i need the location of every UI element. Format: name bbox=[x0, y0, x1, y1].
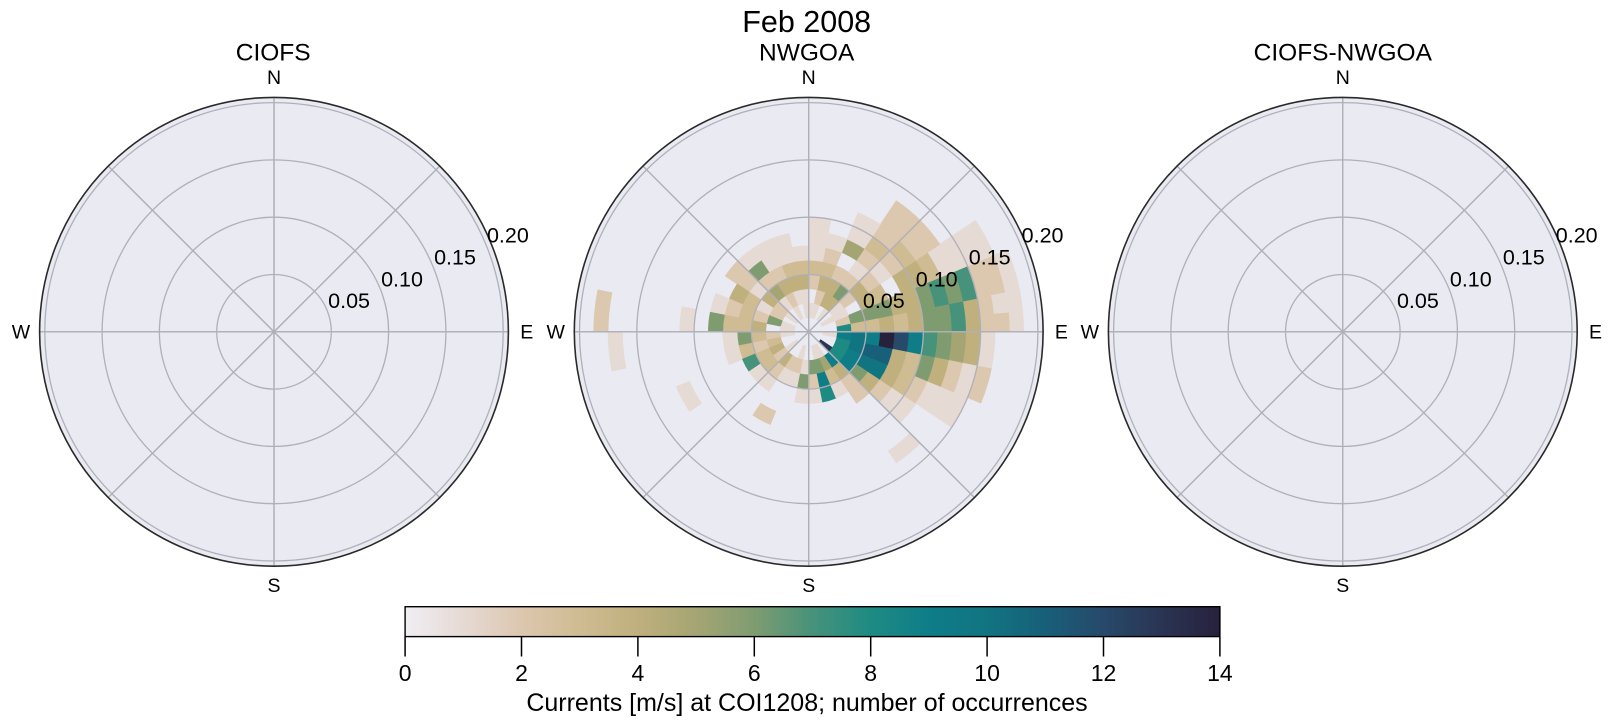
svg-text:0.20: 0.20 bbox=[1022, 223, 1064, 247]
svg-text:0: 0 bbox=[399, 660, 412, 686]
svg-text:0.05: 0.05 bbox=[863, 289, 905, 313]
svg-text:N: N bbox=[802, 67, 816, 89]
svg-text:0.05: 0.05 bbox=[328, 289, 370, 313]
svg-text:Feb 2008: Feb 2008 bbox=[742, 5, 871, 39]
svg-text:E: E bbox=[520, 322, 533, 344]
svg-text:E: E bbox=[1589, 322, 1602, 344]
svg-text:0.05: 0.05 bbox=[1397, 289, 1439, 313]
svg-text:0.10: 0.10 bbox=[1450, 267, 1492, 291]
svg-text:CIOFS: CIOFS bbox=[236, 40, 311, 67]
svg-text:Currents [m/s] at COI1208; num: Currents [m/s] at COI1208; number of occ… bbox=[526, 689, 1087, 717]
svg-text:NWGOA: NWGOA bbox=[759, 40, 855, 67]
svg-text:14: 14 bbox=[1207, 660, 1233, 686]
svg-text:W: W bbox=[546, 322, 565, 344]
svg-text:10: 10 bbox=[974, 660, 1000, 686]
svg-text:N: N bbox=[1336, 67, 1350, 89]
svg-text:8: 8 bbox=[864, 660, 877, 686]
svg-text:4: 4 bbox=[632, 660, 645, 686]
svg-text:0.15: 0.15 bbox=[969, 245, 1011, 269]
svg-text:0.10: 0.10 bbox=[381, 267, 423, 291]
svg-text:W: W bbox=[12, 322, 31, 344]
svg-text:0.20: 0.20 bbox=[1556, 223, 1598, 247]
svg-text:S: S bbox=[802, 575, 815, 597]
svg-text:0.20: 0.20 bbox=[487, 223, 529, 247]
svg-text:S: S bbox=[267, 575, 280, 597]
svg-text:N: N bbox=[267, 67, 281, 89]
svg-text:0.15: 0.15 bbox=[434, 245, 476, 269]
svg-text:6: 6 bbox=[748, 660, 761, 686]
svg-text:CIOFS-NWGOA: CIOFS-NWGOA bbox=[1254, 40, 1433, 67]
svg-text:E: E bbox=[1055, 322, 1068, 344]
svg-text:12: 12 bbox=[1091, 660, 1117, 686]
svg-text:2: 2 bbox=[515, 660, 528, 686]
svg-text:0.15: 0.15 bbox=[1503, 245, 1545, 269]
svg-text:W: W bbox=[1081, 322, 1100, 344]
svg-text:0.10: 0.10 bbox=[916, 267, 958, 291]
svg-text:S: S bbox=[1336, 575, 1349, 597]
